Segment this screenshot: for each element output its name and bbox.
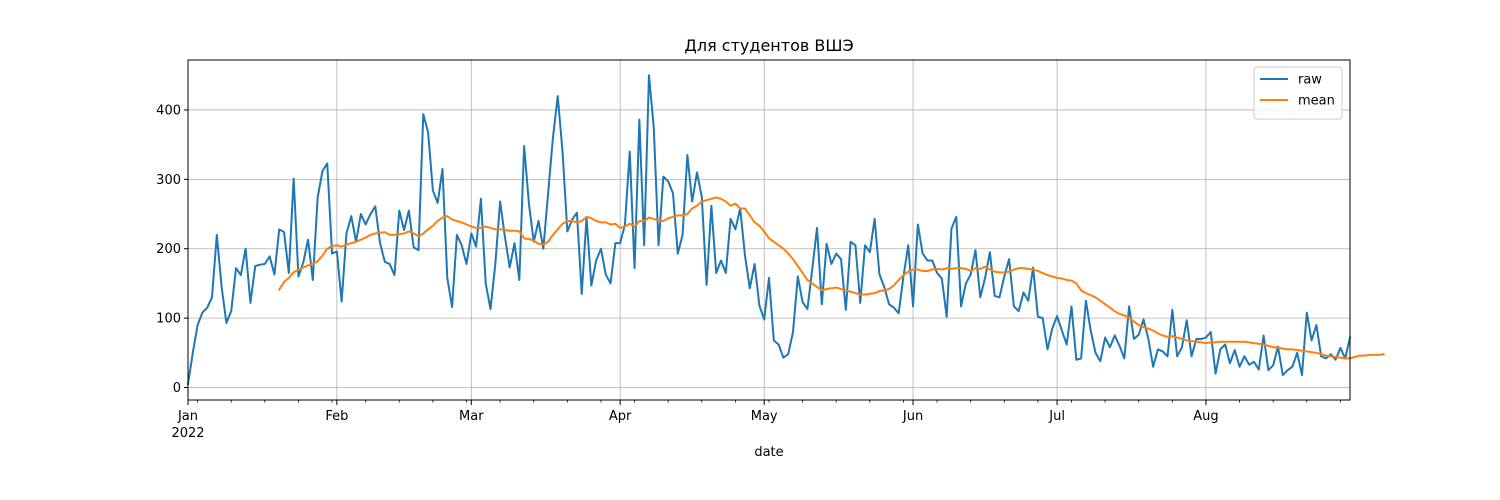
y-tick-label: 300 bbox=[156, 173, 181, 188]
series-line-mean bbox=[277, 196, 1385, 360]
x-tick-label: Apr bbox=[609, 409, 632, 424]
x-tick-sublabel: 2022 bbox=[171, 426, 204, 441]
x-tick-label: Jun bbox=[902, 409, 923, 424]
x-tick-label: Jan bbox=[177, 409, 198, 424]
legend: raw mean bbox=[1253, 66, 1343, 120]
legend-label-raw: raw bbox=[1298, 73, 1322, 88]
y-tick-label: 100 bbox=[156, 312, 181, 327]
series-line-raw bbox=[186, 74, 1352, 386]
y-tick-label: 0 bbox=[173, 381, 181, 396]
y-tick-label: 200 bbox=[156, 242, 181, 257]
x-tick-label: May bbox=[751, 409, 778, 424]
legend-label-mean: mean bbox=[1298, 94, 1335, 109]
x-axis: Jan 2022 Feb Mar Apr May Jun Jul Aug bbox=[171, 400, 1341, 441]
y-axis: 0 100 200 300 400 bbox=[156, 103, 188, 396]
x-tick-label: Aug bbox=[1193, 409, 1218, 424]
y-tick-label: 400 bbox=[156, 103, 181, 118]
series-layer bbox=[186, 74, 1385, 386]
x-axis-label: date bbox=[754, 445, 783, 460]
x-tick-label: Feb bbox=[325, 409, 348, 424]
chart-title: Для студентов ВШЭ bbox=[684, 36, 853, 55]
x-tick-label: Jul bbox=[1048, 409, 1065, 424]
x-tick-label: Mar bbox=[459, 409, 484, 424]
